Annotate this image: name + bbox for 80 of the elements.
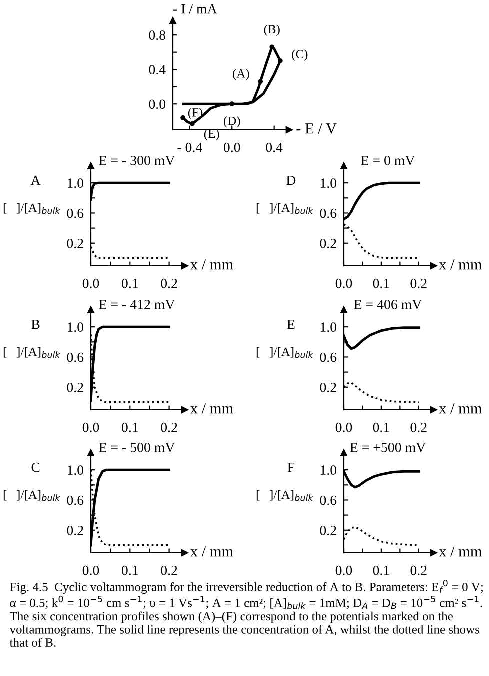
x-axis-title: x / mm: [190, 260, 234, 270]
x-tick-label: 0.2: [161, 566, 178, 576]
y-tick-label: 0.2: [320, 238, 336, 248]
y-tick-label: 1.0: [68, 466, 84, 476]
x-axis-title: x / mm: [439, 404, 482, 414]
text: A: [30, 176, 41, 186]
point: [230, 102, 235, 107]
y-axis-title: [ ]/[A]$_{bulk}$: [4, 490, 61, 502]
y-tick-label: 0.6: [67, 496, 84, 506]
text: Fig. 4.5 Cyclic voltammogram for the irreversible reduction of A to B. Parameters: E$_{f}$$^{0}$ = 0 V; α = 0.5; k$^{0}$ = 10$^{−5}$ cm s$^{−1}$; υ = 1 Vs$^{−1}$; A = 1 cm²; [A]$_{bulk}$ = 1mM; D$_{A}$ = D$_{B}$ = 10$^{−5}$ cm² s$^{−1}$. The six concentration profiles shown (A)–(F) correspond to the potentials marked on the voltammograms. The solid line represents the concentration of A, whilst the dotted line shows that of B.: [10, 580, 483, 648]
y-tick-label: 0.4: [149, 65, 166, 75]
x-tick-label: 0.0: [82, 422, 100, 432]
chart-title: E = 406 mV: [354, 300, 422, 310]
x-tick-label: 0.0: [82, 278, 100, 288]
x-axis-title: x / mm: [190, 546, 234, 557]
y-tick-label: 1.0: [320, 466, 337, 476]
chart-title: E = 0 mV: [361, 156, 416, 166]
y-tick-label: 0.6: [67, 208, 84, 218]
point: [278, 58, 283, 64]
annotation: (B): [264, 24, 280, 36]
point: [270, 44, 275, 50]
x-tick-label: 0.1: [373, 566, 390, 576]
chart-title: E = - 412 mV: [99, 300, 176, 310]
x-tick-label: - 0.4: [178, 142, 202, 152]
y-tick-label: 1.0: [320, 322, 337, 332]
x-axis-title: x / mm: [190, 404, 234, 414]
x-tick-label: 0.0: [224, 142, 240, 152]
chart-title: E = - 300 mV: [99, 156, 176, 166]
x-tick-label: 0.0: [82, 566, 100, 576]
point: [180, 115, 186, 120]
y-axis-title: [ ]/[A]$_{bulk}$: [256, 490, 314, 502]
x-tick-label: 0.2: [161, 278, 178, 288]
point: [190, 122, 195, 126]
text: B: [32, 320, 40, 330]
x-axis-title: x / mm: [439, 546, 482, 557]
x-tick-label: 0.1: [373, 278, 390, 288]
y-tick-label: 0.2: [67, 382, 84, 392]
y-axis-title: [ ]/[A]$_{bulk}$: [256, 203, 314, 214]
y-tick-label: 0.8: [149, 30, 166, 40]
x-tick-label: 0.1: [122, 278, 138, 288]
x-tick-label: 0.2: [410, 278, 427, 288]
point: [258, 79, 264, 84]
y-axis-title: [ ]/[A]$_{bulk}$: [256, 347, 314, 358]
y-tick-label: 0.2: [320, 526, 336, 536]
x-tick-label: 0.4: [266, 142, 283, 152]
y-axis-title: - I / mA: [174, 4, 218, 14]
annotation: (D): [224, 116, 240, 128]
x-axis-title: x / mm: [439, 260, 482, 270]
y-tick-label: 1.0: [68, 322, 84, 332]
chart-title: E = - 500 mV: [99, 442, 176, 452]
line-series: [180, 44, 283, 126]
text: C: [32, 462, 40, 472]
text: D: [286, 176, 296, 186]
x-tick-label: 0.0: [336, 422, 352, 432]
y-tick-label: 0.2: [67, 526, 84, 536]
x-tick-label: 0.1: [373, 422, 390, 432]
y-tick-label: 0.6: [67, 352, 84, 362]
chart-title: E = +500 mV: [350, 442, 426, 452]
x-tick-label: 0.0: [336, 278, 352, 288]
y-tick-label: 0.0: [149, 100, 166, 110]
y-tick-label: 0.6: [320, 208, 337, 218]
x-tick-label: 0.2: [161, 422, 178, 432]
y-tick-label: 1.0: [68, 178, 84, 188]
y-axis-title: [ ]/[A]$_{bulk}$: [4, 203, 61, 214]
annotation: (A): [233, 69, 250, 80]
x-tick-label: 0.1: [122, 422, 138, 432]
x-tick-label: 0.1: [122, 566, 138, 576]
x-tick-label: 0.2: [410, 566, 427, 576]
text: F: [288, 462, 295, 472]
y-tick-label: 0.6: [320, 352, 337, 362]
y-axis-title: [ ]/[A]$_{bulk}$: [4, 347, 61, 358]
y-tick-label: 1.0: [320, 178, 337, 188]
y-tick-label: 0.2: [67, 238, 84, 248]
x-axis-title: - E / V: [296, 124, 337, 134]
annotation: (C): [292, 50, 308, 62]
text: E: [287, 320, 295, 330]
y-tick-label: 0.2: [320, 382, 336, 392]
x-tick-label: 0.2: [410, 422, 427, 432]
y-tick-label: 0.6: [320, 496, 337, 506]
x-tick-label: 0.0: [336, 566, 352, 576]
